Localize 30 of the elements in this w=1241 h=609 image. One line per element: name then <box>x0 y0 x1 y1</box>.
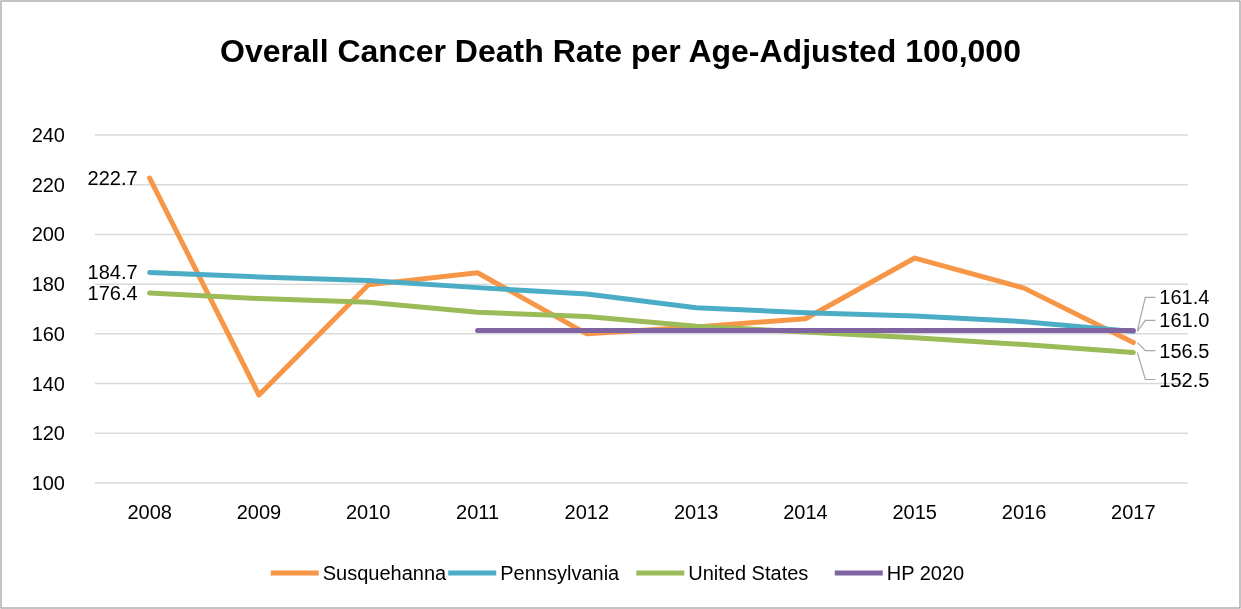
x-tick-label: 2009 <box>236 501 282 523</box>
x-tick-label: 2017 <box>1111 501 1156 523</box>
y-tick-label: 100 <box>31 472 65 494</box>
data-label: 184.7 <box>87 261 138 284</box>
data-label: 152.5 <box>1159 368 1210 391</box>
data-label: 161.4 <box>1159 286 1210 309</box>
x-tick-label: 2010 <box>346 501 391 523</box>
x-tick-label: 2014 <box>783 501 828 523</box>
chart-title: Overall Cancer Death Rate per Age-Adjusted 100,000 <box>220 33 1021 69</box>
y-tick-label: 200 <box>31 223 65 246</box>
data-label: 176.4 <box>87 282 138 305</box>
y-tick-label: 240 <box>31 124 65 146</box>
legend-label: Pennsylvania <box>500 562 621 584</box>
x-tick-label: 2008 <box>127 501 172 523</box>
y-tick-label: 120 <box>31 422 65 445</box>
data-label: 156.5 <box>1159 339 1210 362</box>
y-tick-label: 220 <box>31 173 65 196</box>
legend-label: United States <box>688 562 809 584</box>
legend-label: Susquehanna <box>322 562 448 584</box>
data-label: 222.7 <box>87 167 138 189</box>
data-label: 161.0 <box>1159 309 1210 332</box>
x-tick-label: 2015 <box>892 501 937 523</box>
y-tick-label: 140 <box>31 372 65 395</box>
x-tick-label: 2013 <box>673 501 719 523</box>
x-tick-label: 2016 <box>1001 501 1047 523</box>
x-tick-label: 2012 <box>564 501 610 523</box>
x-tick-label: 2011 <box>456 501 500 523</box>
y-tick-label: 180 <box>31 273 65 296</box>
legend-label: HP 2020 <box>886 562 965 584</box>
y-tick-label: 160 <box>31 322 65 345</box>
